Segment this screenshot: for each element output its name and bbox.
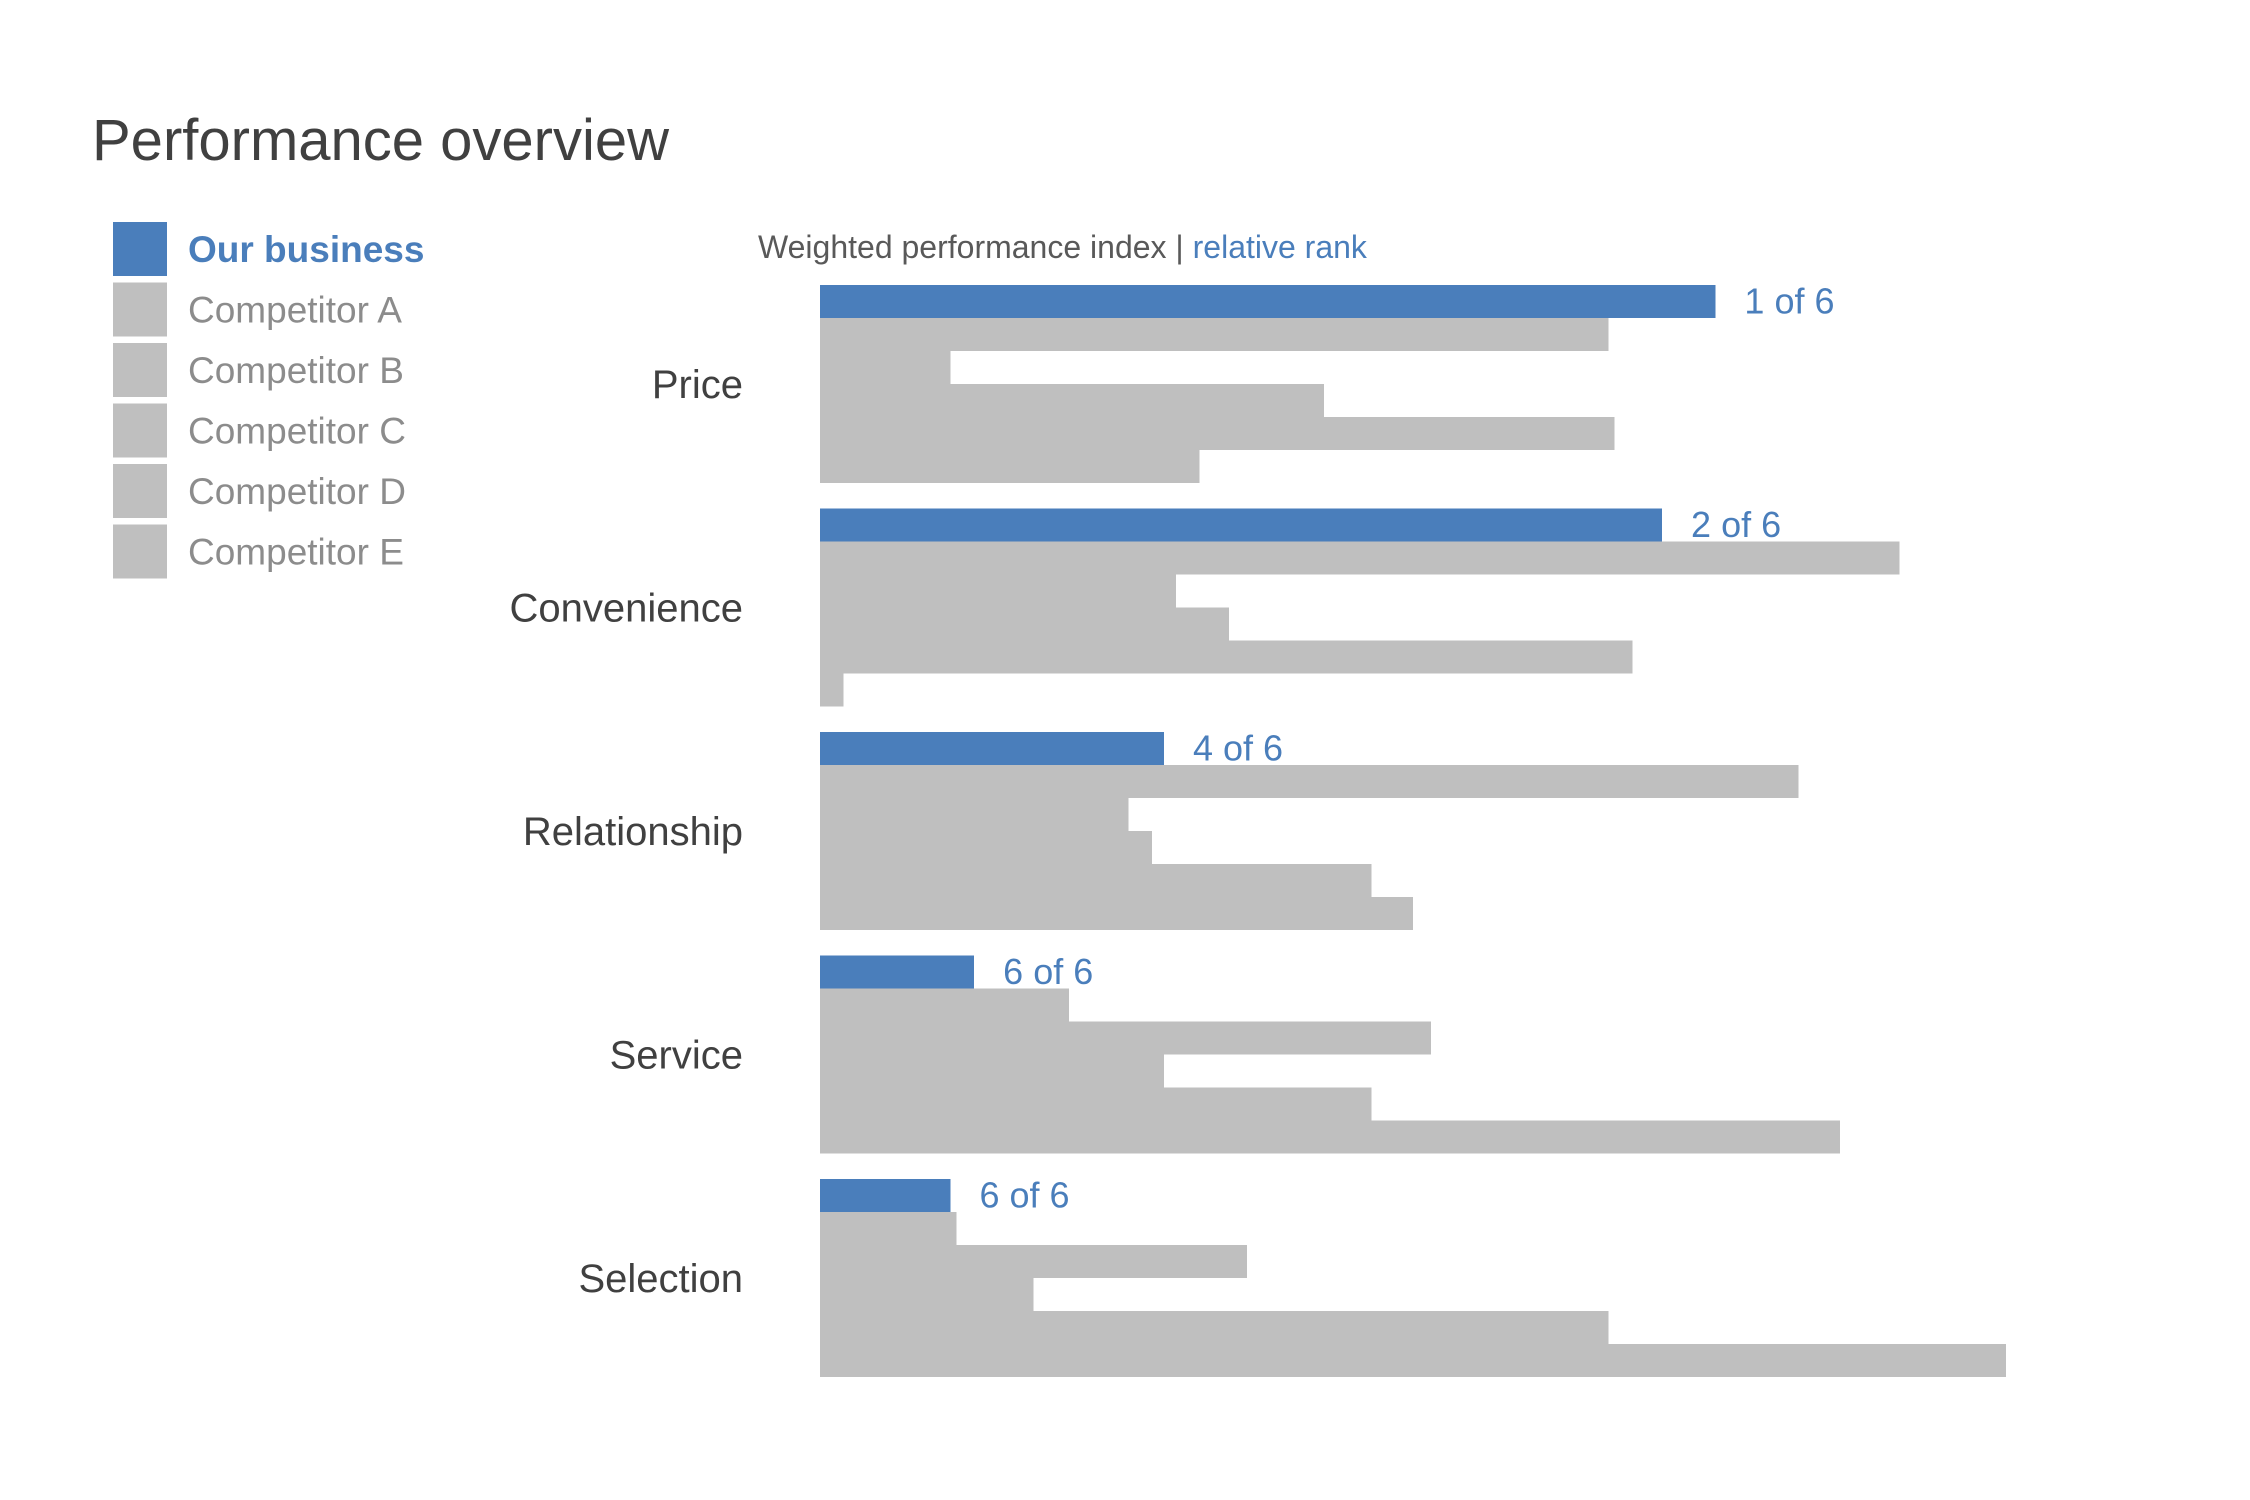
legend-label-5: Competitor E bbox=[188, 532, 404, 573]
legend-label-4: Competitor D bbox=[188, 471, 406, 512]
bar-price-0 bbox=[820, 285, 1716, 318]
bar-price-1 bbox=[820, 318, 1609, 351]
bar-selection-0 bbox=[820, 1179, 951, 1212]
group-service: 6 of 6 Service bbox=[610, 951, 1840, 1154]
bar-selection-1 bbox=[820, 1212, 957, 1245]
bar-relationship-0 bbox=[820, 732, 1164, 765]
bar-convenience-2 bbox=[820, 574, 1176, 608]
bar-relationship-3 bbox=[820, 831, 1153, 864]
rank-label-relationship: 4 of 6 bbox=[1193, 728, 1283, 769]
legend-label-2: Competitor B bbox=[188, 350, 404, 391]
legend-label-0: Our business bbox=[188, 229, 424, 270]
bar-relationship-4 bbox=[820, 864, 1372, 897]
category-label-service: Service bbox=[610, 1034, 743, 1078]
bar-price-2 bbox=[820, 351, 951, 384]
bar-price-3 bbox=[820, 384, 1325, 417]
category-label-price: Price bbox=[652, 363, 743, 407]
category-label-convenience: Convenience bbox=[510, 587, 744, 631]
bar-convenience-4 bbox=[820, 640, 1633, 674]
group-convenience: 2 of 6 Convenience bbox=[510, 504, 1900, 707]
subtitle-main: Weighted performance index bbox=[758, 229, 1167, 265]
bar-relationship-5 bbox=[820, 897, 1413, 930]
subtitle-accent: relative rank bbox=[1193, 229, 1368, 265]
bar-service-2 bbox=[820, 1021, 1431, 1055]
bar-price-5 bbox=[820, 450, 1200, 483]
chart-title: Performance overview bbox=[92, 108, 670, 173]
legend-swatch-4 bbox=[113, 464, 167, 518]
legend-swatch-3 bbox=[113, 403, 167, 458]
bar-price-4 bbox=[820, 417, 1615, 450]
legend-swatch-2 bbox=[113, 343, 167, 397]
bar-convenience-5 bbox=[820, 673, 844, 707]
bar-service-3 bbox=[820, 1054, 1164, 1088]
rank-label-price: 1 of 6 bbox=[1744, 281, 1834, 322]
bar-selection-3 bbox=[820, 1278, 1034, 1311]
bar-relationship-1 bbox=[820, 765, 1799, 798]
bar-convenience-0 bbox=[820, 508, 1663, 542]
rank-label-convenience: 2 of 6 bbox=[1691, 504, 1781, 545]
bar-selection-2 bbox=[820, 1245, 1247, 1278]
bar-service-1 bbox=[820, 988, 1070, 1022]
group-relationship: 4 of 6 Relationship bbox=[523, 728, 1799, 930]
group-selection: 6 of 6 Selection bbox=[578, 1175, 2006, 1377]
chart-subtitle: Weighted performance index | relative ra… bbox=[758, 229, 1368, 265]
bar-convenience-3 bbox=[820, 607, 1230, 641]
rank-label-service: 6 of 6 bbox=[1003, 951, 1093, 992]
legend-swatch-1 bbox=[113, 282, 167, 337]
rank-label-selection: 6 of 6 bbox=[979, 1175, 1069, 1216]
legend-swatch-0 bbox=[113, 222, 167, 276]
bar-convenience-1 bbox=[820, 541, 1900, 575]
legend-label-3: Competitor C bbox=[188, 411, 406, 452]
bar-area: 1 of 6 Price 2 of 6 Convenience 4 of 6 Relati… bbox=[510, 281, 2006, 1377]
bar-selection-5 bbox=[820, 1344, 2006, 1377]
bar-relationship-2 bbox=[820, 798, 1129, 831]
category-label-relationship: Relationship bbox=[523, 810, 743, 854]
bar-service-0 bbox=[820, 955, 975, 989]
legend-swatch-5 bbox=[113, 524, 167, 579]
legend-label-1: Competitor A bbox=[188, 290, 402, 331]
group-price: 1 of 6 Price bbox=[652, 281, 1835, 483]
subtitle-separator: | bbox=[1167, 229, 1193, 265]
bar-selection-4 bbox=[820, 1311, 1609, 1344]
category-label-selection: Selection bbox=[578, 1257, 743, 1301]
legend: Our business Competitor A Competitor B Comp… bbox=[113, 222, 424, 579]
bar-service-5 bbox=[820, 1120, 1840, 1154]
bar-service-4 bbox=[820, 1087, 1372, 1121]
